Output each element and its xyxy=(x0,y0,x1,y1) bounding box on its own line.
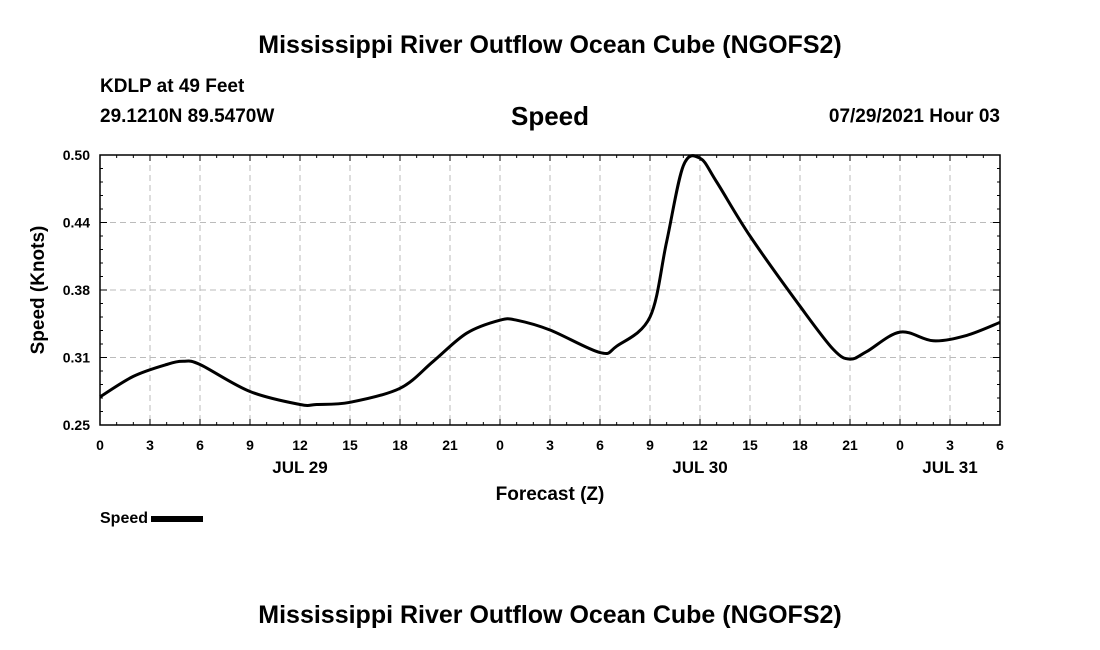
date-label: JUL 31 xyxy=(922,458,977,477)
speed-series-line xyxy=(99,154,1001,408)
x-tick-label: 3 xyxy=(546,437,554,453)
axis-labels: 0 3 6 9 12 15 18 21 0 3 6 9 12 15 18 21 0 3 6 0.25 0.31 0.38 0… xyxy=(63,147,1004,477)
date-label: JUL 30 xyxy=(672,458,727,477)
x-tick-label: 6 xyxy=(196,437,204,453)
legend-swatch xyxy=(151,515,204,522)
x-tick-label: 12 xyxy=(692,437,708,453)
grid xyxy=(100,155,1000,425)
x-tick-label: 18 xyxy=(792,437,808,453)
variable-title: Speed xyxy=(510,101,590,131)
x-tick-label: 3 xyxy=(146,437,154,453)
legend: Speed xyxy=(100,510,204,528)
y-tick-label: 0.50 xyxy=(63,147,90,163)
x-tick-label: 21 xyxy=(442,437,458,453)
x-axis-title: Forecast (Z) xyxy=(496,484,605,505)
x-tick-label: 18 xyxy=(392,437,408,453)
x-tick-label: 3 xyxy=(946,437,954,453)
forecast-datetime: 07/29/2021 Hour 03 xyxy=(828,106,1000,127)
y-tick-label: 0.25 xyxy=(63,417,90,433)
x-tick-label: 6 xyxy=(596,437,604,453)
station-label: KDLP at 49 Feet xyxy=(100,76,245,97)
x-tick-label: 0 xyxy=(496,437,504,453)
x-tick-label: 15 xyxy=(742,437,758,453)
y-tick-label: 0.31 xyxy=(63,350,90,366)
axis-ticks xyxy=(99,154,1001,426)
legend-label: Speed xyxy=(100,510,149,527)
x-tick-label: 12 xyxy=(292,437,308,453)
x-tick-label: 9 xyxy=(646,437,654,453)
x-tick-label: 15 xyxy=(342,437,358,453)
x-tick-label: 6 xyxy=(996,437,1004,453)
date-label: JUL 29 xyxy=(272,458,327,477)
x-tick-label: 0 xyxy=(896,437,904,453)
y-tick-label: 0.44 xyxy=(63,215,90,231)
x-tick-label: 0 xyxy=(96,437,104,453)
chart-title: Mississippi River Outflow Ocean Cube (NG… xyxy=(258,31,842,59)
station-coordinates: 29.1210N 89.5470W xyxy=(100,106,275,127)
y-tick-label: 0.38 xyxy=(63,282,90,298)
footer-title: Mississippi River Outflow Ocean Cube (NG… xyxy=(258,601,842,629)
x-tick-label: 21 xyxy=(842,437,858,453)
x-tick-label: 9 xyxy=(246,437,254,453)
y-axis-title: Speed (Knots) xyxy=(28,226,49,355)
